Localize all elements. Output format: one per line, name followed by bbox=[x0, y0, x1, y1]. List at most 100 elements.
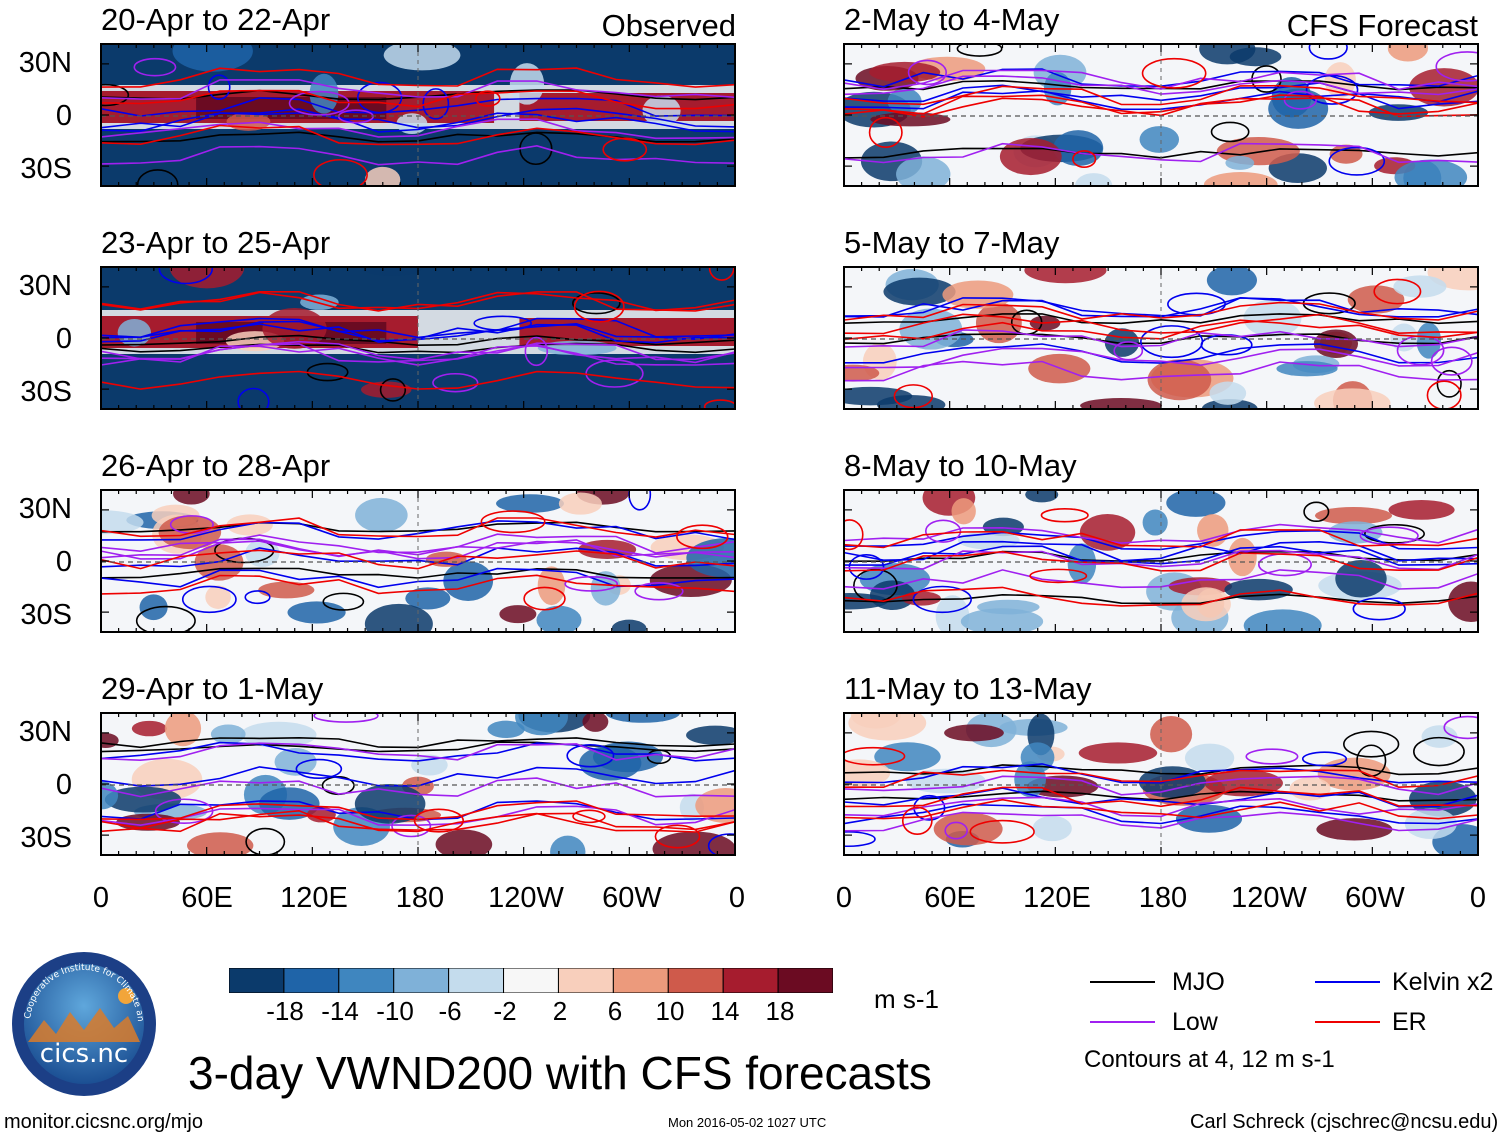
vwnd-anomaly bbox=[274, 748, 317, 776]
contour-loop bbox=[101, 83, 130, 107]
vwnd-anomaly bbox=[361, 267, 423, 276]
vwnd-anomaly bbox=[1166, 490, 1226, 517]
vwnd-anomaly bbox=[1203, 172, 1278, 186]
colorbar-tick-label: -10 bbox=[376, 996, 414, 1026]
contour-loop bbox=[602, 137, 648, 162]
contour-loop bbox=[524, 336, 549, 367]
contour-line bbox=[101, 79, 735, 100]
legend-note: Contours at 4, 12 m s-1 bbox=[1084, 1046, 1335, 1073]
vwnd-anomaly bbox=[1209, 381, 1247, 405]
contour-loop bbox=[956, 44, 1003, 57]
colorbar-tick-label: -2 bbox=[493, 996, 517, 1026]
lon-tick-label: 0 bbox=[92, 882, 110, 914]
contour-line bbox=[101, 124, 735, 146]
lon-tick-label: 60E bbox=[181, 882, 233, 914]
contour-loop bbox=[1113, 341, 1144, 361]
colorbar-box bbox=[283, 968, 340, 993]
lat-tick-label: 30S bbox=[20, 599, 72, 631]
contour-line bbox=[844, 764, 1478, 776]
contour-loop bbox=[844, 519, 864, 551]
contour-loop bbox=[1413, 736, 1465, 767]
panel-title: 26-Apr to 28-Apr bbox=[101, 448, 331, 483]
vwnd-anomaly bbox=[487, 720, 525, 738]
vwnd-anomaly bbox=[1409, 781, 1477, 817]
lat-tick-label: 30N bbox=[18, 493, 72, 525]
vwnd-anomaly bbox=[173, 490, 210, 505]
colorbar-tick-label: 2 bbox=[552, 996, 568, 1026]
colorbar-tick-label: -6 bbox=[438, 996, 462, 1026]
contour-loop bbox=[1141, 57, 1207, 89]
map-panel bbox=[843, 489, 1479, 633]
contour-loop bbox=[1443, 715, 1478, 740]
contour-line bbox=[101, 741, 735, 753]
cfs-forecast-label: CFS Forecast bbox=[1286, 8, 1478, 43]
vwnd-anomaly bbox=[877, 394, 946, 409]
colorbar-box bbox=[777, 968, 833, 993]
contour-line bbox=[844, 347, 1478, 369]
contour-line bbox=[844, 786, 1478, 808]
footer-author: Carl Schreck (cjschrec@ncsu.edu) bbox=[1190, 1111, 1499, 1133]
colorbar-box bbox=[229, 968, 285, 993]
contour-loop bbox=[1426, 380, 1462, 409]
footer-timestamp: Mon 2016-05-02 1027 UTC bbox=[668, 1115, 827, 1130]
vwnd-anomaly bbox=[1181, 587, 1231, 622]
lat-tick-label: 0 bbox=[55, 100, 72, 132]
panel-title: 23-Apr to 25-Apr bbox=[101, 225, 331, 260]
vwnd-anomaly bbox=[383, 44, 461, 71]
contour-loop bbox=[422, 88, 450, 120]
vwnd-anomaly bbox=[205, 585, 231, 609]
contour-loop bbox=[413, 808, 465, 833]
contour-loop bbox=[1308, 44, 1348, 60]
lat-tick-label: 0 bbox=[55, 323, 72, 355]
contour-loop bbox=[566, 744, 615, 768]
contour-loop bbox=[154, 798, 214, 824]
colorbar-box bbox=[667, 968, 724, 993]
contour-line bbox=[844, 763, 1478, 784]
panel-title: 5-May to 7-May bbox=[844, 225, 1060, 260]
vwnd-anomaly bbox=[361, 381, 412, 398]
contour-line bbox=[844, 540, 1478, 562]
map-panel bbox=[843, 266, 1479, 410]
footer-url[interactable]: monitor.cicsnc.org/mjo bbox=[4, 1111, 203, 1133]
lon-tick-label: 120W bbox=[1231, 882, 1307, 914]
lon-tick-label: 60W bbox=[1345, 882, 1405, 914]
contour-line bbox=[101, 317, 735, 339]
vwnd-anomaly bbox=[951, 498, 976, 525]
map-panel bbox=[100, 266, 736, 410]
contour-loop bbox=[295, 758, 343, 779]
panel-title: 2-May to 4-May bbox=[844, 2, 1060, 37]
vwnd-anomaly bbox=[1243, 299, 1302, 337]
vwnd-anomaly bbox=[1390, 323, 1418, 352]
vwnd-anomaly bbox=[496, 494, 565, 513]
vwnd-anomaly bbox=[210, 724, 246, 744]
contour-loop bbox=[572, 809, 606, 824]
contour-loop bbox=[181, 585, 237, 614]
contour-loop bbox=[1343, 730, 1400, 758]
vwnd-anomaly bbox=[443, 561, 494, 602]
contour-line bbox=[844, 329, 1478, 348]
vwnd-anomaly bbox=[1335, 559, 1387, 598]
contour-loop bbox=[133, 57, 177, 77]
lat-tick-label: 30S bbox=[20, 376, 72, 408]
contour-line bbox=[844, 796, 1478, 818]
vwnd-anomaly bbox=[101, 733, 119, 749]
contour-loop bbox=[1305, 74, 1359, 105]
vwnd-anomaly bbox=[844, 364, 880, 382]
contour-loop bbox=[432, 372, 479, 393]
vwnd-anomaly bbox=[582, 713, 609, 732]
contour-loop bbox=[969, 819, 1035, 844]
contour-loop bbox=[901, 806, 933, 835]
vwnd-anomaly bbox=[164, 713, 202, 747]
contour-line bbox=[101, 517, 735, 538]
contour-line bbox=[101, 533, 735, 554]
vwnd-anomaly bbox=[896, 156, 951, 186]
contour-loop bbox=[1245, 748, 1299, 765]
contour-loop bbox=[379, 378, 407, 402]
logo-text: cics.nc bbox=[40, 1039, 128, 1069]
vwnd-anomaly bbox=[883, 277, 956, 306]
vwnd-anomaly bbox=[1225, 155, 1255, 170]
contour-loop bbox=[237, 387, 270, 409]
vwnd-anomaly bbox=[537, 566, 566, 606]
colorbar-box bbox=[722, 968, 779, 993]
vwnd-anomaly bbox=[187, 832, 254, 855]
